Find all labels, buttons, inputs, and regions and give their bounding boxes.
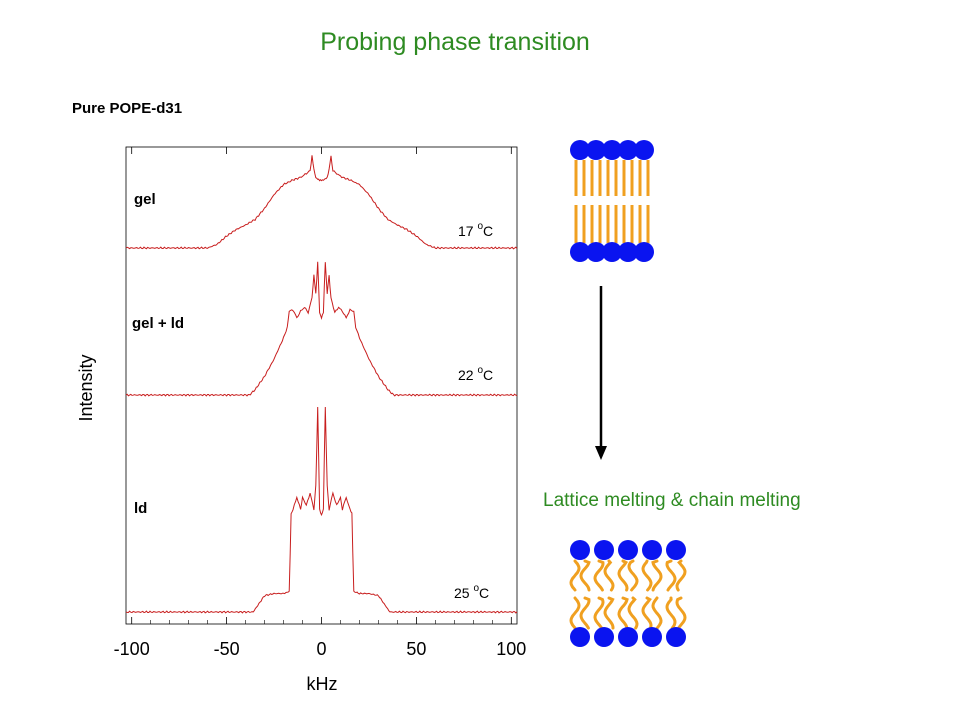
ld-tail-upper — [579, 559, 591, 592]
temperature-label-3: 25 oC — [454, 583, 489, 601]
x-tick-label-2: -50 — [214, 639, 240, 659]
temperature-label-1: 17 oC — [458, 221, 493, 239]
gel-head-bottom — [586, 242, 606, 262]
spectrum-line-3 — [125, 406, 518, 614]
gel-head-bottom — [634, 242, 654, 262]
ld-head-bottom — [594, 627, 614, 647]
gel-head-bottom — [618, 242, 638, 262]
gel-bilayer — [570, 140, 654, 262]
ld-tail-lower — [665, 596, 677, 630]
gel-head-bottom — [602, 242, 622, 262]
gel-head-bottom — [570, 242, 590, 262]
gel-head-top — [586, 140, 606, 160]
spectrum-line-1 — [125, 155, 518, 250]
spectrum-line-2 — [125, 261, 518, 397]
ld-head-top — [594, 540, 614, 560]
x-tick-label-4: 50 — [406, 639, 426, 659]
ld-head-bottom — [618, 627, 638, 647]
phase-diagram — [569, 140, 687, 647]
x-tick-label-5: 100 — [496, 639, 526, 659]
ld-tail-upper — [569, 559, 581, 592]
ld-tail-lower — [569, 596, 581, 630]
slide-title: Probing phase transition — [320, 28, 590, 56]
ld-tail-upper — [641, 559, 653, 592]
ld-bilayer — [569, 540, 687, 647]
ld-tail-lower — [675, 596, 687, 630]
y-axis-title: Intensity — [76, 354, 96, 421]
ld-head-bottom — [642, 627, 662, 647]
gel-head-top — [602, 140, 622, 160]
ld-head-top — [666, 540, 686, 560]
nmr-spectra-chart: gel 17 oC gel + ld 22 oC ld 25 oC -100 -50 0 50 10… — [114, 147, 526, 659]
ld-tail-lower — [641, 596, 653, 630]
ld-head-bottom — [570, 627, 590, 647]
phase-label-2: gel + ld — [132, 315, 184, 332]
transition-caption: Lattice melting & chain melting — [543, 490, 801, 511]
ld-tail-upper — [651, 559, 663, 592]
ld-tail-lower — [651, 596, 663, 630]
sample-label: Pure POPE-d31 — [72, 100, 183, 117]
ld-tail-upper — [627, 559, 639, 592]
ld-tail-lower — [627, 596, 639, 630]
ld-tail-upper — [675, 559, 687, 592]
ld-tail-upper — [617, 559, 629, 592]
ld-head-top — [618, 540, 638, 560]
ld-tail-lower — [579, 596, 591, 630]
ld-tail-upper — [593, 559, 605, 592]
transition-arrow — [595, 286, 607, 460]
gel-head-top — [570, 140, 590, 160]
arrow-head — [595, 446, 607, 460]
ld-head-bottom — [666, 627, 686, 647]
ld-tail-upper — [665, 559, 677, 592]
x-tick-label-3: 0 — [316, 639, 326, 659]
temperature-label-2: 22 oC — [458, 365, 493, 383]
ld-tail-lower — [617, 596, 629, 630]
ld-head-top — [642, 540, 662, 560]
ld-tail-upper — [603, 559, 615, 592]
ld-tail-lower — [603, 596, 615, 630]
plot-frame — [125, 146, 518, 625]
phase-label-3: ld — [134, 500, 147, 517]
phase-label-1: gel — [134, 191, 156, 208]
ld-tail-lower — [593, 596, 605, 630]
x-tick-label-1: -100 — [114, 639, 150, 659]
gel-head-top — [618, 140, 638, 160]
x-axis-title: kHz — [307, 674, 338, 694]
gel-head-top — [634, 140, 654, 160]
ld-head-top — [570, 540, 590, 560]
